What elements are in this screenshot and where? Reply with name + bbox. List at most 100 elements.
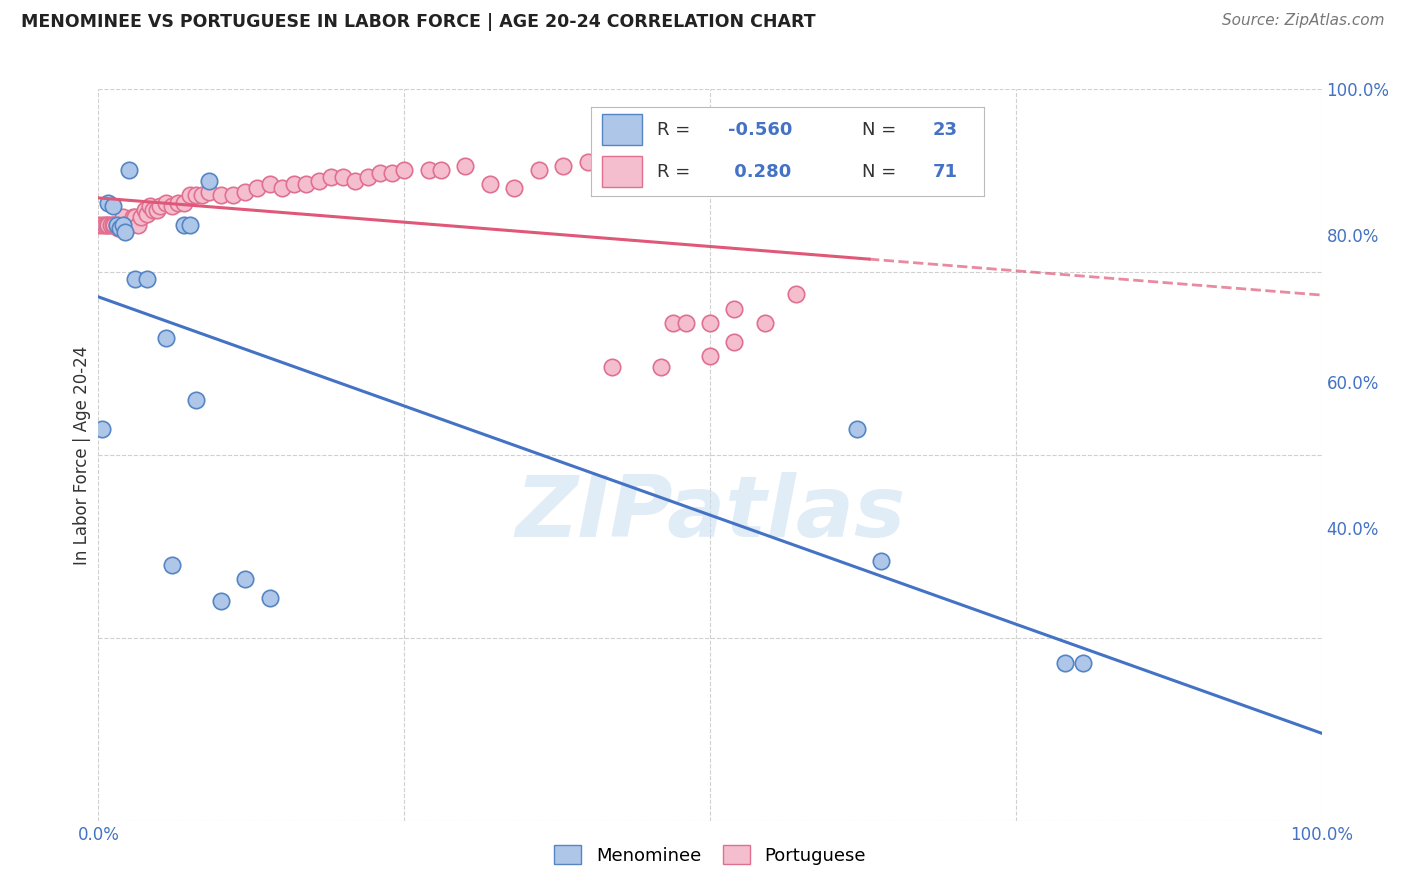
Point (134, 202, 156, 217)
Text: ZIPatlas: ZIPatlas (515, 472, 905, 555)
Point (785, 287, 807, 301)
Point (100, 218, 122, 232)
Point (93, 218, 115, 232)
Point (699, 349, 721, 363)
Point (1071, 657, 1094, 671)
Text: R =: R = (658, 120, 696, 139)
Point (699, 316, 721, 330)
Point (576, 155, 599, 169)
Text: 0.280: 0.280 (728, 162, 792, 181)
Point (392, 162, 416, 177)
Point (129, 211, 152, 225)
Point (381, 166, 404, 180)
Point (173, 195, 195, 210)
Point (186, 393, 208, 408)
Point (259, 178, 281, 192)
Point (87, 218, 110, 232)
Point (368, 166, 391, 180)
Point (97, 195, 120, 210)
Point (600, 360, 623, 375)
Point (600, 159, 623, 173)
Point (222, 188, 245, 202)
Point (127, 218, 149, 232)
Point (117, 218, 139, 232)
Point (91, 218, 114, 232)
Point (105, 218, 128, 232)
Point (107, 221, 129, 235)
Point (110, 218, 132, 232)
Point (160, 199, 183, 213)
Point (675, 316, 697, 330)
Point (136, 272, 159, 286)
Text: R =: R = (658, 162, 696, 181)
Point (120, 218, 142, 232)
Point (270, 181, 294, 195)
Text: Source: ZipAtlas.com: Source: ZipAtlas.com (1222, 13, 1385, 29)
Point (111, 218, 134, 232)
Point (179, 188, 201, 202)
Point (101, 218, 124, 232)
Point (97, 218, 120, 232)
Bar (602, 114, 641, 145)
Point (118, 162, 141, 177)
Point (209, 594, 232, 608)
Point (124, 211, 146, 225)
Point (430, 162, 453, 177)
Point (503, 181, 526, 195)
Point (478, 178, 501, 192)
Point (186, 188, 208, 202)
Point (96, 218, 118, 232)
Text: N =: N = (862, 162, 903, 181)
Point (179, 218, 201, 232)
Point (197, 185, 219, 199)
Point (319, 169, 342, 184)
Point (295, 178, 318, 192)
Point (845, 422, 868, 436)
Point (723, 334, 745, 349)
Text: 71: 71 (934, 162, 957, 181)
Point (146, 202, 169, 217)
Point (418, 162, 440, 177)
Point (91, 422, 114, 436)
Point (246, 181, 269, 195)
Point (233, 185, 256, 199)
Point (101, 199, 124, 213)
Point (754, 316, 776, 330)
Point (283, 178, 305, 192)
Point (124, 272, 146, 286)
Point (167, 195, 190, 210)
Point (821, 155, 844, 169)
Point (1053, 657, 1076, 671)
Point (209, 188, 232, 202)
Point (650, 360, 672, 375)
Point (870, 554, 893, 568)
Point (114, 225, 136, 239)
Point (155, 331, 177, 345)
Point (332, 169, 354, 184)
Text: MENOMINEE VS PORTUGUESE IN LABOR FORCE | AGE 20-24 CORRELATION CHART: MENOMINEE VS PORTUGUESE IN LABOR FORCE |… (21, 13, 815, 31)
Point (197, 173, 219, 188)
Point (105, 218, 128, 232)
Point (527, 162, 550, 177)
Text: 23: 23 (934, 120, 957, 139)
Point (121, 211, 143, 225)
Point (233, 572, 256, 586)
Point (149, 199, 172, 213)
Point (553, 159, 575, 173)
Point (662, 316, 685, 330)
Point (155, 195, 177, 210)
Point (723, 301, 745, 316)
Point (136, 206, 159, 220)
Point (259, 591, 281, 605)
Bar (602, 156, 641, 187)
Point (858, 169, 880, 184)
Text: -0.560: -0.560 (728, 120, 793, 139)
Point (160, 558, 183, 572)
Point (356, 169, 378, 184)
Point (454, 159, 477, 173)
Point (191, 188, 214, 202)
Point (111, 211, 134, 225)
Point (110, 221, 132, 235)
Legend: Menominee, Portuguese: Menominee, Portuguese (546, 837, 875, 874)
Point (344, 173, 367, 188)
